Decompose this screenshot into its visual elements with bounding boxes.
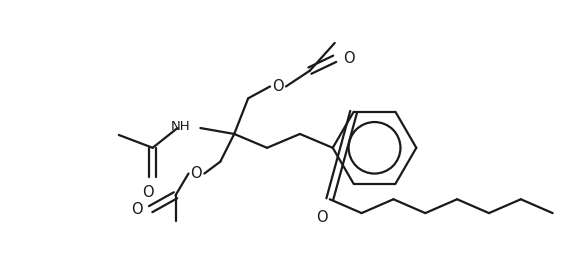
Text: O: O xyxy=(316,210,328,225)
Text: O: O xyxy=(142,185,153,200)
Text: O: O xyxy=(131,202,143,217)
Text: O: O xyxy=(272,79,284,94)
Text: O: O xyxy=(343,51,355,66)
Text: O: O xyxy=(191,166,202,181)
Text: NH: NH xyxy=(171,120,191,133)
